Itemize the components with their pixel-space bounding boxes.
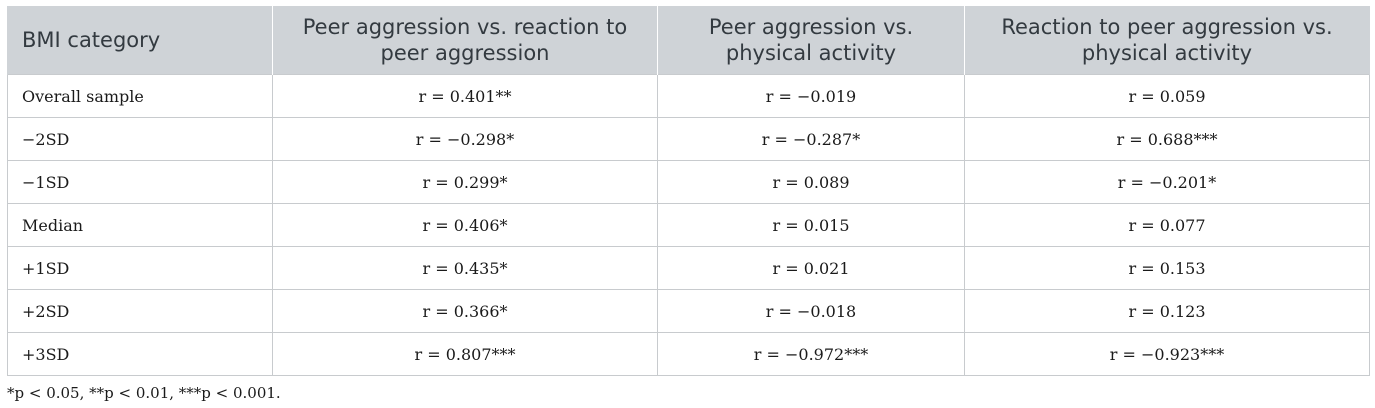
table-cell: r = −0.287* (657, 117, 965, 161)
table-row: Overall sample r = 0.401** r = −0.019 r … (7, 74, 1370, 118)
row-label: Median (7, 203, 273, 247)
correlation-table: BMI category Peer aggression vs. reactio… (7, 6, 1370, 376)
table-cell: r = 0.688*** (964, 117, 1370, 161)
table-cell: r = −0.018 (657, 289, 965, 333)
table-cell: r = −0.019 (657, 74, 965, 118)
table-cell: r = 0.059 (964, 74, 1370, 118)
row-label: −1SD (7, 160, 273, 204)
correlation-table-wrapper: BMI category Peer aggression vs. reactio… (7, 6, 1370, 376)
table-cell: r = 0.807*** (272, 332, 658, 376)
header-row: BMI category Peer aggression vs. reactio… (7, 6, 1370, 75)
table-body: Overall sample r = 0.401** r = −0.019 r … (7, 74, 1370, 376)
row-label: −2SD (7, 117, 273, 161)
table-cell: r = 0.015 (657, 203, 965, 247)
table-cell: r = 0.077 (964, 203, 1370, 247)
table-cell: r = 0.406* (272, 203, 658, 247)
header-reaction-vs-activity: Reaction to peer aggression vs. physical… (964, 6, 1370, 75)
table-header: BMI category Peer aggression vs. reactio… (7, 6, 1370, 75)
table-cell: r = 0.153 (964, 246, 1370, 290)
table-cell: r = 0.435* (272, 246, 658, 290)
row-label: +3SD (7, 332, 273, 376)
table-cell: r = 0.401** (272, 74, 658, 118)
table-cell: r = 0.299* (272, 160, 658, 204)
table-cell: r = −0.298* (272, 117, 658, 161)
table-row: −1SD r = 0.299* r = 0.089 r = −0.201* (7, 160, 1370, 204)
header-bmi-category: BMI category (7, 6, 273, 75)
table-cell: r = 0.021 (657, 246, 965, 290)
table-row: +2SD r = 0.366* r = −0.018 r = 0.123 (7, 289, 1370, 333)
table-row: −2SD r = −0.298* r = −0.287* r = 0.688**… (7, 117, 1370, 161)
table-cell: r = −0.972*** (657, 332, 965, 376)
table-row: Median r = 0.406* r = 0.015 r = 0.077 (7, 203, 1370, 247)
table-row: +3SD r = 0.807*** r = −0.972*** r = −0.9… (7, 332, 1370, 376)
header-peer-aggression-vs-activity: Peer aggression vs. physical activity (657, 6, 965, 75)
table-cell: r = 0.366* (272, 289, 658, 333)
row-label: +2SD (7, 289, 273, 333)
header-peer-aggression-vs-reaction: Peer aggression vs. reaction to peer agg… (272, 6, 658, 75)
row-label: Overall sample (7, 74, 273, 118)
table-cell: r = 0.089 (657, 160, 965, 204)
table-footnote: *p < 0.05, **p < 0.01, ***p < 0.001. (7, 384, 281, 402)
table-cell: r = 0.123 (964, 289, 1370, 333)
row-label: +1SD (7, 246, 273, 290)
table-cell: r = −0.201* (964, 160, 1370, 204)
table-row: +1SD r = 0.435* r = 0.021 r = 0.153 (7, 246, 1370, 290)
table-cell: r = −0.923*** (964, 332, 1370, 376)
